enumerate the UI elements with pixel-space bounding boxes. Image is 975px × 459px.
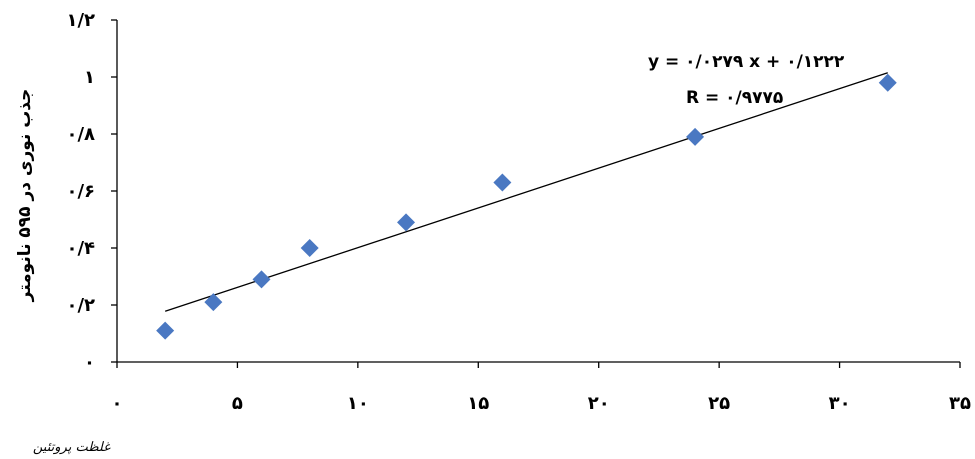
data-point (878, 73, 897, 92)
trendline-group (164, 72, 888, 312)
tick-labels: ۰ ۰/۲ ۰/۴ ۰/۶ ۰/۸ ۱ ۱/۲ ۰ ۵ ۱۰ ۱۵ ۲۰ ۲۵ ۳۰ ۳۵ (66, 10, 971, 414)
data-point (397, 213, 416, 232)
caption-text: غلظت پروتئین (33, 440, 111, 455)
y-tick-label: ۰/۸ (66, 124, 95, 145)
x-tick-label: ۳۵ (949, 393, 971, 414)
data-point (204, 293, 223, 312)
y-tick-label: ۱ (84, 67, 95, 88)
x-tick-label: ۲۰ (588, 393, 610, 414)
y-tick-label: ۰/۲ (66, 295, 95, 316)
data-point (493, 173, 512, 192)
y-tick-label: ۰/۶ (66, 181, 95, 202)
data-points (156, 73, 897, 340)
r-value-label: R = ۰/۹۷۷۵ (686, 88, 783, 108)
data-point (686, 127, 705, 146)
x-tick-label: ۲۵ (708, 393, 730, 414)
x-tick-label: ۵ (232, 393, 243, 414)
data-point (300, 239, 319, 257)
axes (111, 19, 961, 368)
data-point (156, 321, 175, 340)
y-axis-title: جذب نوری در ۵۹۵ نانومتر (15, 89, 35, 303)
y-tick-label: ۰/۴ (66, 238, 95, 259)
trendline (164, 72, 888, 312)
data-point (252, 270, 271, 289)
y-tick-label: ۱/۲ (66, 10, 95, 31)
trendline-equation: y = ۰/۰۲۷۹ x + ۰/۱۲۲۲ (648, 52, 845, 72)
x-tick-label: ۱۵ (467, 393, 489, 414)
x-tick-label: ۱۰ (347, 393, 369, 414)
y-tick-label: ۰ (84, 352, 95, 373)
x-tick-label: ۳۰ (829, 393, 851, 414)
x-tick-label: ۰ (112, 393, 123, 414)
